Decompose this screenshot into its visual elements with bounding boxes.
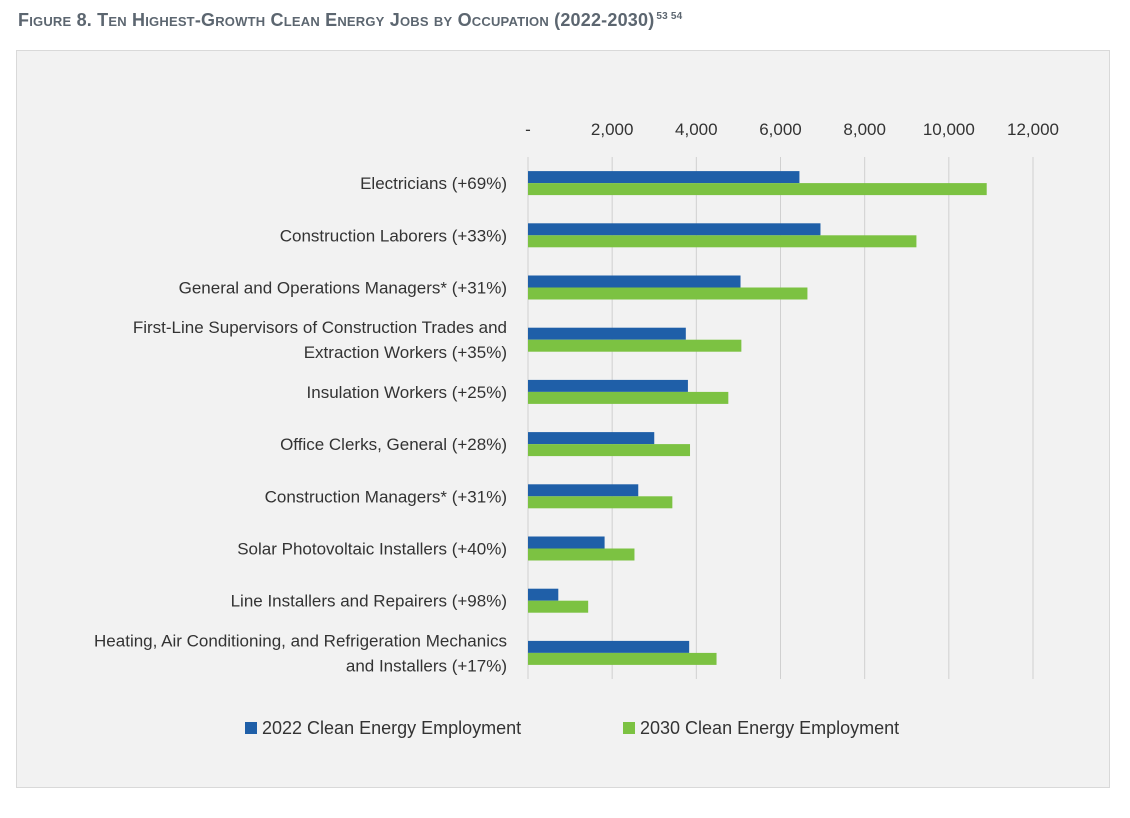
bar-2022 (528, 484, 639, 497)
x-tick-label: 6,000 (759, 120, 802, 139)
bar-2030 (528, 183, 987, 196)
category-label: Electricians (+69%) (360, 174, 507, 193)
bar-2022 (528, 327, 686, 340)
category-label: and Installers (+17%) (346, 656, 507, 675)
category-label: Insulation Workers (+25%) (307, 383, 507, 402)
bar-2030 (528, 339, 742, 352)
x-tick-label: 8,000 (843, 120, 886, 139)
x-axis-ticks: - 2,000 4,000 6,000 8,000 10,000 12,000 (525, 120, 1059, 139)
bar-2030 (528, 444, 691, 457)
x-tick-label: 4,000 (675, 120, 718, 139)
bars (528, 171, 987, 665)
bar-2022 (528, 379, 688, 392)
category-label: First-Line Supervisors of Construction T… (133, 318, 507, 337)
legend-2030-swatch (623, 722, 635, 734)
bar-2030 (528, 652, 717, 665)
bar-chart: - 2,000 4,000 6,000 8,000 10,000 12,000 Electr… (94, 120, 1059, 738)
category-labels: Electricians (+69%) Construction Laborers… (94, 174, 507, 675)
x-tick-label: 12,000 (1007, 120, 1059, 139)
category-label: Heating, Air Conditioning, and Refrigera… (94, 631, 507, 650)
bar-2022 (528, 275, 741, 288)
bar-2030 (528, 391, 729, 404)
category-label: Extraction Workers (+35%) (304, 343, 507, 362)
x-tick-label: 10,000 (923, 120, 975, 139)
x-tick-label: 2,000 (591, 120, 634, 139)
bar-2022 (528, 223, 821, 236)
x-tick-label: - (525, 120, 531, 139)
figure-title: Figure 8. Ten Highest-Growth Clean Energ… (18, 10, 683, 30)
bar-2022 (528, 536, 605, 549)
bar-2022 (528, 588, 559, 601)
footnote-refs: 53 54 (656, 11, 683, 22)
legend-2022-label: 2022 Clean Energy Employment (262, 718, 521, 738)
category-label: Construction Managers* (+31%) (265, 487, 507, 506)
bar-2030 (528, 287, 808, 300)
legend-2022-swatch (245, 722, 257, 734)
bar-2022 (528, 640, 690, 653)
category-label: Construction Laborers (+33%) (280, 226, 507, 245)
category-label: Solar Photovoltaic Installers (+40%) (237, 540, 507, 559)
legend-2030-label: 2030 Clean Energy Employment (640, 718, 899, 738)
chart-panel: - 2,000 4,000 6,000 8,000 10,000 12,000 Electr… (16, 50, 1110, 788)
bar-2022 (528, 432, 655, 445)
bar-2030 (528, 235, 917, 248)
bar-2030 (528, 600, 589, 613)
bar-2030 (528, 548, 635, 561)
category-label: General and Operations Managers* (+31%) (179, 279, 507, 298)
legend: 2022 Clean Energy Employment 2030 Clean E… (245, 718, 899, 738)
bar-2022 (528, 171, 800, 184)
category-label: Office Clerks, General (+28%) (280, 435, 507, 454)
category-label: Line Installers and Repairers (+98%) (231, 592, 507, 611)
bar-2030 (528, 496, 673, 509)
